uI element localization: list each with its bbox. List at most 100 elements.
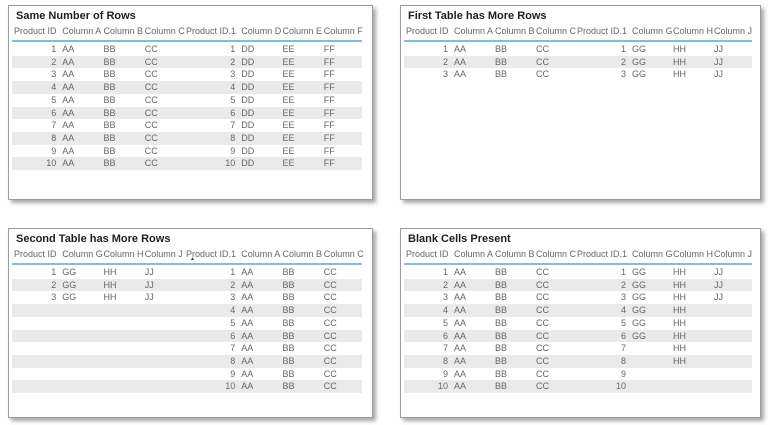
table-cell <box>671 368 712 381</box>
column-header[interactable]: Product ID.1 <box>575 25 630 42</box>
table-cell: 1 <box>620 44 626 54</box>
column-header[interactable]: Product ID.1 ▲ <box>183 248 240 265</box>
table-cell: 6 <box>620 330 626 341</box>
table-cell: 4 <box>620 305 626 316</box>
column-header[interactable]: Column J <box>712 25 752 42</box>
table-cell: JJ <box>714 279 723 290</box>
table-cell: EE <box>282 120 295 131</box>
table-cell: 10 <box>437 381 448 392</box>
data-table: Product ID Column A Column B Column C Produc… <box>404 248 752 394</box>
column-header[interactable]: Column H <box>671 248 713 265</box>
table-cell: 7 <box>51 120 57 131</box>
table-visual-card-blank-cells-present[interactable]: Blank Cells Present Product ID Column A Co… <box>400 228 761 418</box>
column-header[interactable]: Column C <box>534 248 576 265</box>
column-header[interactable]: Column G <box>630 25 673 42</box>
column-header[interactable]: Product ID <box>404 248 452 265</box>
column-header[interactable]: Column H <box>101 248 144 265</box>
header-row: Product ID Column A Column B Column C Produc… <box>12 25 363 42</box>
table-cell: AA <box>454 44 467 54</box>
table-cell <box>102 317 143 330</box>
column-header[interactable]: Product ID.1 <box>183 25 240 42</box>
column-header[interactable]: Column J <box>712 248 752 265</box>
table-cell: CC <box>323 343 337 354</box>
column-header[interactable]: Column C <box>321 248 364 265</box>
table-cell <box>102 355 143 368</box>
table-cell: 4 <box>230 82 236 93</box>
table-cell: DD <box>241 44 255 54</box>
column-header[interactable]: Column G <box>60 248 103 265</box>
table-cell: 2 <box>442 279 448 290</box>
table-row: 3 AA BB CC 3 DD EE FF <box>12 68 362 81</box>
table-cell <box>712 342 752 355</box>
column-header[interactable]: Column B <box>280 248 322 265</box>
column-header[interactable]: Column C <box>534 25 576 42</box>
table-cell <box>143 304 184 317</box>
table-row: 10 AA BB CC 10 DD EE FF <box>12 157 362 171</box>
table-cell: 2 <box>620 56 626 67</box>
table-cell: 10 <box>46 158 57 169</box>
column-header[interactable]: Column B <box>101 25 143 42</box>
table-cell: DD <box>241 120 255 131</box>
column-header[interactable]: Column J <box>142 248 184 265</box>
table-cell: BB <box>103 69 116 80</box>
column-header[interactable]: Column A <box>239 248 281 265</box>
column-header[interactable]: Column B <box>493 25 535 42</box>
table-cell: GG <box>632 305 647 316</box>
table-cell: 3 <box>442 292 448 303</box>
table-cell: BB <box>495 343 508 354</box>
column-header[interactable]: Column F <box>321 25 363 42</box>
table-cell: HH <box>673 305 686 316</box>
table-cell: DD <box>241 82 255 93</box>
table-row: 7 AA BB CC 7 HH <box>404 342 752 355</box>
table-row: 1 GG HH JJ 1 AA BB CC <box>12 264 362 279</box>
table-visual-card-second-table-has-more-rows[interactable]: Second Table has More Rows Product ID Col… <box>8 228 373 418</box>
column-header[interactable]: Column C <box>142 25 185 42</box>
table-visual-card-first-table-has-more-rows[interactable]: First Table has More Rows Product ID Colu… <box>400 5 761 200</box>
table-cell: 9 <box>620 368 626 379</box>
table-cell: 7 <box>230 343 236 354</box>
column-header[interactable]: Column G <box>630 248 673 265</box>
table-cell: BB <box>282 317 295 328</box>
table-cell <box>143 368 184 381</box>
column-header[interactable]: Column D <box>239 25 281 42</box>
table-cell: BB <box>495 305 508 316</box>
table-cell: EE <box>282 82 295 93</box>
table-cell: EE <box>282 107 295 118</box>
sort-ascending-icon: ▲ <box>189 256 195 262</box>
table-cell: BB <box>495 56 508 67</box>
table-cell: 2 <box>442 56 448 67</box>
column-header[interactable]: Column H <box>671 25 713 42</box>
table-cell: BB <box>282 292 295 303</box>
column-header[interactable]: Product ID <box>12 25 61 42</box>
column-header[interactable]: Product ID <box>404 25 452 42</box>
table-cell: BB <box>103 120 116 131</box>
table-visual-card-same-number-of-rows[interactable]: Same Number of Rows Product ID Column A Co… <box>8 5 373 200</box>
column-header[interactable]: Column A <box>452 25 493 42</box>
table-cell: FF <box>323 94 335 105</box>
column-header[interactable]: Product ID.1 <box>575 248 630 265</box>
table-cell: HH <box>673 267 686 277</box>
table-cell: AA <box>62 69 75 80</box>
table-cell: EE <box>282 94 295 105</box>
table-row: 5 AA BB CC <box>12 317 362 330</box>
table-cell: JJ <box>144 279 154 290</box>
table-row: 2 GG HH JJ 2 AA BB CC <box>12 278 362 292</box>
column-header[interactable]: Column A <box>60 25 102 42</box>
table-cell: JJ <box>714 56 723 67</box>
table-cell: 8 <box>51 132 57 143</box>
table-cell <box>102 380 143 393</box>
table-cell: CC <box>323 279 337 290</box>
column-header[interactable]: Column B <box>493 248 535 265</box>
column-header[interactable]: Column A <box>452 248 493 265</box>
table-cell: 2 <box>230 56 236 67</box>
table-row: 1 AA BB CC 1 DD EE FF <box>12 41 362 56</box>
table-cell: GG <box>62 292 77 303</box>
table-cell: CC <box>536 343 549 354</box>
column-header[interactable]: Product ID <box>12 248 61 265</box>
table-cell <box>60 355 101 368</box>
table-cell: 3 <box>620 69 626 80</box>
column-header[interactable]: Column E <box>280 25 322 42</box>
table-cell: BB <box>495 44 508 54</box>
table-cell <box>102 368 143 381</box>
table-row: 6 AA BB CC 6 DD EE FF <box>12 106 362 120</box>
